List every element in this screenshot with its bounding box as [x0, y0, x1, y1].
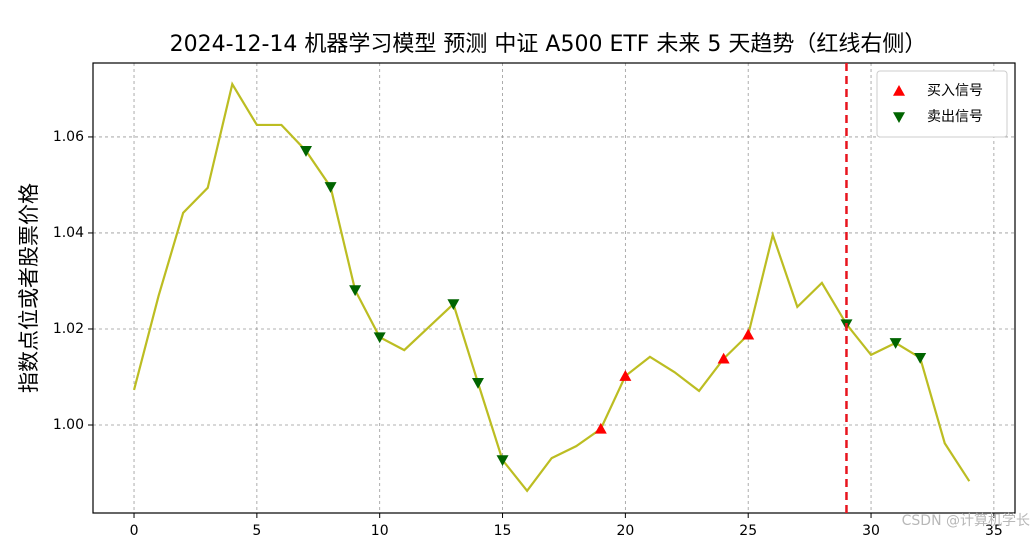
legend-label: 买入信号: [927, 83, 983, 99]
x-tick-label: 20: [616, 523, 634, 539]
x-tick-label: 5: [252, 523, 261, 539]
plot-frame: [92, 62, 1016, 514]
signal-marker: [496, 455, 509, 467]
signal-marker: [893, 85, 905, 96]
x-tick-label: 10: [371, 523, 389, 539]
legend-box: [876, 70, 1008, 138]
x-tick-label: 30: [862, 523, 880, 539]
x-tick-label: 0: [130, 523, 139, 539]
signal-marker: [742, 328, 755, 340]
signal-marker: [594, 422, 607, 434]
y-tick-label: 1.06: [53, 129, 84, 145]
signal-marker: [299, 146, 312, 157]
chart-title: 2024-12-14 机器学习模型 预测 中证 A500 ETF 未来 5 天趋…: [170, 32, 927, 57]
signal-marker: [717, 352, 730, 364]
signal-marker: [373, 332, 386, 344]
signal-marker: [619, 370, 632, 381]
signal-marker: [471, 377, 484, 389]
signal-marker: [889, 338, 902, 349]
signal-marker: [914, 352, 927, 364]
price-line: [132, 81, 971, 493]
signal-marker: [324, 182, 337, 193]
x-tick-label: 15: [494, 523, 512, 539]
x-tick-label: 35: [985, 523, 1003, 539]
signal-marker: [893, 112, 905, 123]
signal-marker: [447, 299, 460, 311]
y-axis-label: 指数点位或者股票价格: [17, 183, 41, 393]
signal-marker: [349, 285, 362, 297]
y-tick-label: 1.04: [53, 225, 84, 241]
legend-label: 卖出信号: [927, 109, 983, 125]
watermark: CSDN @计算机学长: [902, 513, 1030, 529]
y-tick-label: 1.00: [53, 417, 84, 433]
y-tick-label: 1.02: [53, 321, 84, 337]
x-tick-label: 25: [739, 523, 757, 539]
